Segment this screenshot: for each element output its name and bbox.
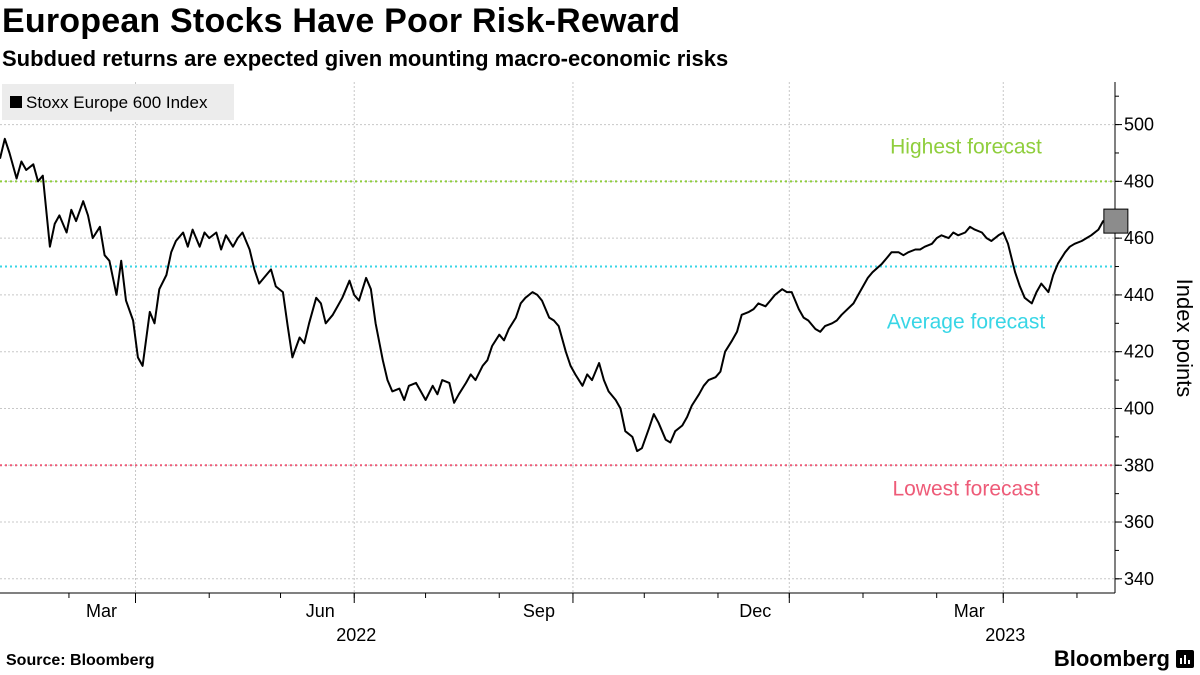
legend-label: Stoxx Europe 600 Index xyxy=(26,93,208,112)
x-tick-label-3: Dec xyxy=(739,601,771,621)
chart-title: European Stocks Have Poor Risk-Reward xyxy=(2,2,681,40)
last-value-marker xyxy=(1103,208,1129,234)
x-tick-label-4: Mar xyxy=(954,601,985,621)
y-axis-title: Index points xyxy=(1172,279,1197,398)
legend-background xyxy=(2,84,234,120)
y-tick-label-420: 420 xyxy=(1124,342,1154,362)
bloomberg-bars-icon xyxy=(1176,650,1194,668)
x-year-label-0: 2022 xyxy=(336,625,376,645)
y-tick-label-500: 500 xyxy=(1124,115,1154,135)
x-tick-label-0: Mar xyxy=(86,601,117,621)
y-tick-label-360: 360 xyxy=(1124,512,1154,532)
series-line-0 xyxy=(0,137,1116,453)
y-tick-label-380: 380 xyxy=(1124,455,1154,475)
chart-subtitle: Subdued returns are expected given mount… xyxy=(2,46,729,71)
y-tick-label-400: 400 xyxy=(1124,398,1154,418)
x-tick-label-2: Sep xyxy=(523,601,555,621)
x-year-label-1: 2023 xyxy=(985,625,1025,645)
y-tick-label-340: 340 xyxy=(1124,569,1154,589)
brand-name: Bloomberg xyxy=(1053,646,1170,671)
source-note: Source: Bloomberg xyxy=(6,652,155,669)
x-tick-label-1: Jun xyxy=(306,601,335,621)
y-tick-label-480: 480 xyxy=(1124,171,1154,191)
reference-label-2: Lowest forecast xyxy=(892,477,1039,500)
legend-swatch xyxy=(10,96,22,108)
legend: Stoxx Europe 600 Index xyxy=(2,84,234,120)
y-tick-label-440: 440 xyxy=(1124,285,1154,305)
reference-label-0: Highest forecast xyxy=(890,135,1042,158)
reference-label-1: Average forecast xyxy=(887,311,1046,334)
y-tick-label-460: 460 xyxy=(1124,228,1154,248)
brand-logo: Bloomberg xyxy=(1054,646,1194,672)
